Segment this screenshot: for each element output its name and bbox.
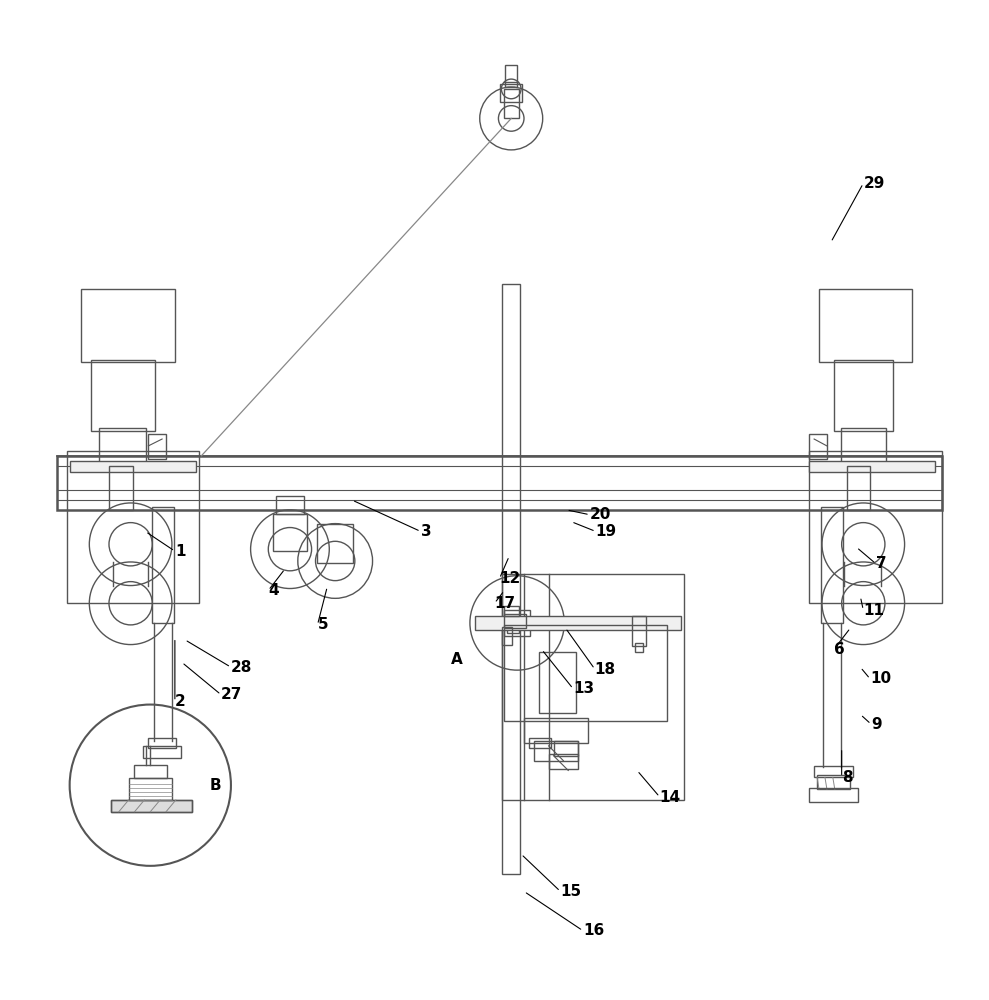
Bar xyxy=(56,456,942,510)
Bar xyxy=(66,451,200,603)
Text: 13: 13 xyxy=(574,681,594,696)
Bar xyxy=(817,775,850,789)
Text: 12: 12 xyxy=(499,571,520,586)
Text: 29: 29 xyxy=(863,176,885,191)
Text: 10: 10 xyxy=(870,671,891,686)
Bar xyxy=(91,360,155,431)
Bar xyxy=(549,754,579,769)
Bar xyxy=(317,524,353,563)
Bar xyxy=(502,284,520,874)
Bar xyxy=(99,428,146,466)
Text: 17: 17 xyxy=(494,596,515,611)
Text: 5: 5 xyxy=(317,617,328,632)
Bar xyxy=(841,428,886,466)
Bar xyxy=(500,84,522,102)
Text: 15: 15 xyxy=(561,884,582,899)
Text: 4: 4 xyxy=(268,583,279,598)
Bar xyxy=(814,766,854,777)
Bar xyxy=(834,360,893,431)
Bar xyxy=(554,741,579,756)
Bar xyxy=(111,800,192,812)
Bar xyxy=(148,434,166,459)
Bar xyxy=(505,65,517,87)
Bar xyxy=(502,627,512,645)
Bar xyxy=(809,461,935,472)
Text: A: A xyxy=(451,652,463,667)
Text: 27: 27 xyxy=(222,687,242,702)
Bar xyxy=(539,652,577,713)
Bar xyxy=(111,800,192,812)
Text: 19: 19 xyxy=(595,524,617,539)
Text: B: B xyxy=(210,778,221,793)
Bar xyxy=(143,746,181,758)
Text: 2: 2 xyxy=(175,694,186,709)
Bar xyxy=(502,574,684,800)
Bar xyxy=(81,289,175,362)
Text: 3: 3 xyxy=(420,524,431,539)
Text: 9: 9 xyxy=(871,717,882,732)
Bar xyxy=(809,434,827,459)
Text: 7: 7 xyxy=(876,556,887,571)
Text: 16: 16 xyxy=(583,923,604,938)
Bar xyxy=(69,461,196,472)
Bar xyxy=(507,621,519,633)
Text: 6: 6 xyxy=(834,642,845,657)
Bar xyxy=(152,507,174,623)
Bar xyxy=(129,778,172,800)
Text: 14: 14 xyxy=(660,790,680,805)
Bar xyxy=(273,514,307,551)
Text: 28: 28 xyxy=(231,660,252,675)
Bar xyxy=(148,738,176,748)
Text: 20: 20 xyxy=(589,507,611,522)
Bar xyxy=(534,741,579,761)
Bar xyxy=(504,606,519,616)
Bar xyxy=(109,466,133,510)
Bar xyxy=(809,788,858,802)
Bar xyxy=(504,89,519,118)
Bar xyxy=(821,507,843,623)
Bar xyxy=(134,765,167,778)
Text: 8: 8 xyxy=(842,770,853,785)
Bar xyxy=(529,738,551,748)
Bar xyxy=(504,625,667,721)
Text: 18: 18 xyxy=(594,662,616,677)
Text: 11: 11 xyxy=(863,603,884,618)
Text: 1: 1 xyxy=(175,544,185,559)
Bar xyxy=(524,718,587,743)
Bar xyxy=(504,614,526,628)
Bar xyxy=(475,616,681,630)
Bar xyxy=(504,610,530,636)
Bar xyxy=(632,616,646,646)
Bar xyxy=(847,466,870,510)
Bar xyxy=(276,496,304,514)
Bar xyxy=(809,451,942,603)
Bar xyxy=(819,289,913,362)
Bar xyxy=(635,643,643,652)
